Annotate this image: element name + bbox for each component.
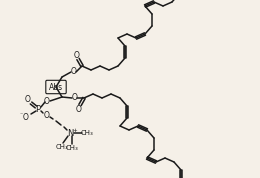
Text: O: O [74,51,80,59]
FancyBboxPatch shape [46,80,66,94]
Text: O: O [72,93,78,103]
Text: ⁻: ⁻ [20,114,23,119]
Text: O: O [23,112,29,122]
Text: N: N [67,129,73,137]
Text: Abs: Abs [49,82,63,91]
Text: O: O [44,98,50,106]
Text: CH₃: CH₃ [56,144,68,150]
Text: CH₃: CH₃ [66,145,78,151]
Text: O: O [71,67,77,77]
Text: O: O [25,95,31,103]
Text: P: P [35,104,41,114]
Text: O: O [44,111,50,119]
Text: CH₃: CH₃ [81,130,93,136]
Text: O: O [76,104,82,114]
Text: +: + [73,127,77,132]
